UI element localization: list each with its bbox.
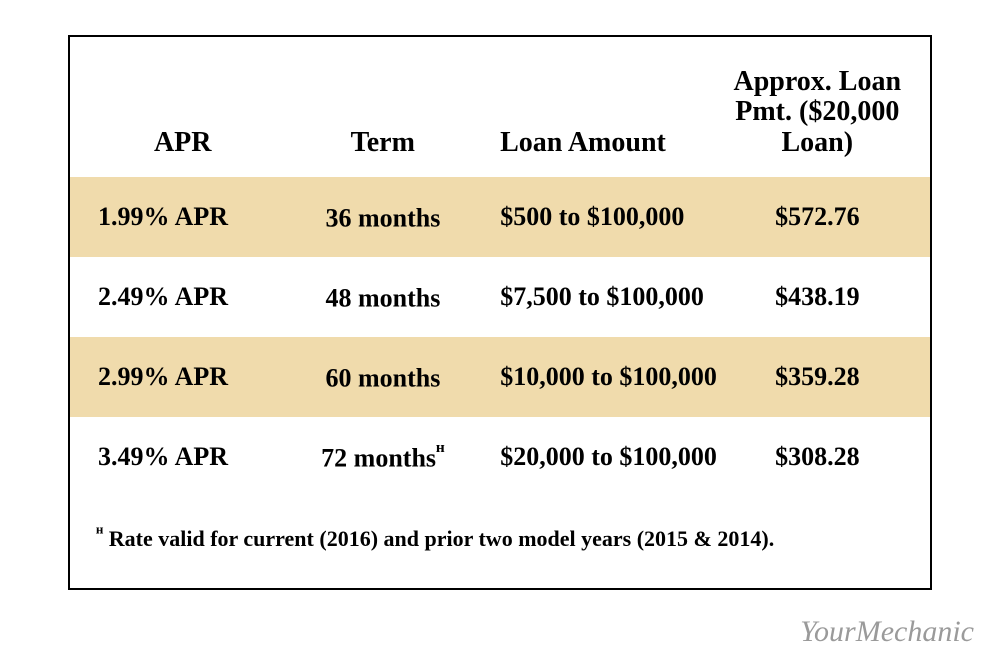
table-row: 1.99% APR 36 months $500 to $100,000 $57…	[70, 177, 930, 257]
cell-apr: 2.49% APR	[90, 282, 276, 312]
cell-term: 60 months	[276, 361, 491, 394]
cell-term: 48 months	[276, 281, 491, 314]
table-row: 2.99% APR 60 months $10,000 to $100,000 …	[70, 337, 930, 417]
cell-pmt: $572.76	[725, 202, 910, 232]
cell-pmt: $308.28	[725, 442, 910, 472]
table-row: 3.49% APR 72 monthsᴴ $20,000 to $100,000…	[70, 417, 930, 497]
header-apr: APR	[90, 127, 275, 159]
cell-apr: 2.99% APR	[90, 362, 276, 392]
cell-term: 72 monthsᴴ	[276, 441, 491, 474]
cell-amount: $7,500 to $100,000	[490, 283, 724, 312]
header-loan-amount: Loan Amount	[490, 127, 724, 159]
table-header-row: APR Term Loan Amount Approx. Loan Pmt. (…	[70, 37, 930, 177]
watermark-logo: YourMechanic	[800, 615, 974, 649]
footnote-text: ᴴ Rate valid for current (2016) and prio…	[96, 526, 774, 551]
cell-apr: 1.99% APR	[90, 202, 276, 232]
cell-pmt: $359.28	[725, 362, 910, 392]
cell-amount: $500 to $100,000	[490, 203, 724, 232]
loan-rates-table: APR Term Loan Amount Approx. Loan Pmt. (…	[68, 35, 932, 590]
cell-amount: $20,000 to $100,000	[490, 443, 724, 472]
cell-term: 36 months	[276, 201, 491, 234]
table-row: 2.49% APR 48 months $7,500 to $100,000 $…	[70, 257, 930, 337]
header-term: Term	[275, 127, 490, 159]
header-loan-pmt: Approx. Loan Pmt. ($20,000 Loan)	[725, 67, 910, 159]
footnote-row: ᴴ Rate valid for current (2016) and prio…	[70, 497, 930, 552]
cell-amount: $10,000 to $100,000	[490, 363, 724, 392]
cell-apr: 3.49% APR	[90, 442, 276, 472]
cell-pmt: $438.19	[725, 282, 910, 312]
